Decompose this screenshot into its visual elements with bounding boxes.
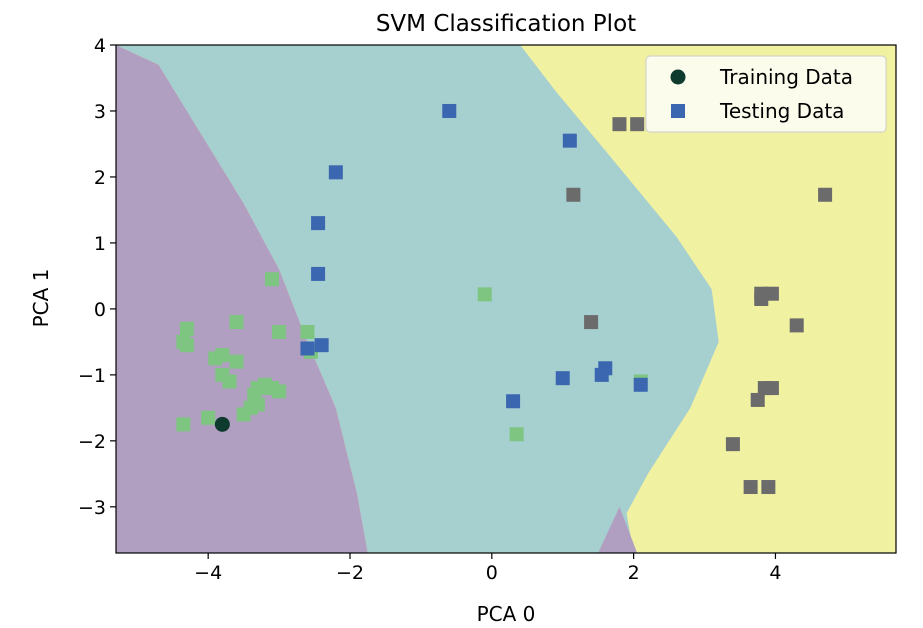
y-axis-title: PCA 1 (29, 269, 53, 328)
point-class0 (300, 324, 315, 339)
point-class0 (477, 287, 492, 302)
y-tick-label: 2 (94, 167, 106, 189)
legend-marker-testing (671, 104, 685, 118)
point-class0 (265, 272, 279, 287)
point-class0 (272, 384, 287, 399)
y-tick-label: 3 (94, 101, 106, 123)
region-class0-pocket (598, 506, 638, 553)
point-class1 (442, 103, 457, 118)
point-class0 (201, 410, 216, 425)
point-class2 (764, 381, 779, 396)
point-class2 (754, 292, 769, 306)
legend-label: Testing Data (719, 99, 844, 123)
point-class0 (179, 338, 194, 353)
point-class2 (612, 117, 627, 132)
x-tick-label: −4 (194, 562, 222, 584)
x-tick-label: 2 (628, 562, 640, 584)
point-class2 (818, 187, 833, 202)
point-class0 (222, 374, 237, 389)
plot-frame (115, 44, 897, 554)
point-class1 (314, 338, 329, 353)
point-class0 (236, 407, 251, 422)
axis-ticks: −4 −2 0 2 4 −3 −2 −1 0 1 2 3 4 (78, 35, 782, 584)
x-tick-label: 4 (769, 562, 781, 584)
point-class1 (300, 341, 315, 356)
point-class0 (509, 427, 524, 442)
legend-marker-training (670, 69, 686, 85)
legend: Training Data Testing Data (645, 55, 887, 133)
point-class0 (176, 417, 191, 432)
point-class0 (229, 315, 244, 330)
point-class0 (179, 321, 194, 336)
point-class1 (506, 394, 521, 409)
point-class1 (328, 165, 343, 180)
y-tick-label: −3 (78, 497, 106, 519)
x-axis-title: PCA 0 (477, 602, 536, 626)
point-class0 (272, 324, 287, 339)
data-points (176, 103, 833, 495)
point-class2 (750, 392, 765, 407)
point-class2 (761, 480, 776, 495)
chart-title: SVM Classification Plot (376, 11, 636, 37)
point-class1 (562, 133, 577, 148)
y-tick-label: −2 (78, 431, 106, 453)
legend-label: Training Data (719, 65, 853, 89)
point-class1 (311, 266, 326, 281)
point-class2 (584, 315, 599, 330)
y-tick-label: 4 (94, 35, 106, 57)
point-class0 (215, 348, 230, 363)
point-class2 (789, 318, 804, 333)
point-class0 (229, 354, 244, 369)
x-tick-label: −2 (336, 562, 364, 584)
point-class2 (630, 117, 645, 132)
point-class1 (555, 371, 570, 386)
point-class2 (743, 480, 758, 495)
y-tick-label: −1 (78, 365, 106, 387)
y-tick-label: 1 (94, 233, 106, 255)
point-class1 (311, 216, 326, 231)
legend-box (645, 55, 887, 133)
region-class1 (116, 45, 719, 553)
x-tick-label: 0 (486, 562, 498, 584)
point-class2 (725, 437, 740, 452)
point-class2 (566, 187, 581, 202)
point-class1 (633, 377, 648, 392)
point-class1 (598, 361, 613, 376)
y-tick-label: 0 (94, 299, 106, 321)
point-class2 (764, 286, 779, 301)
point-training (214, 416, 230, 432)
